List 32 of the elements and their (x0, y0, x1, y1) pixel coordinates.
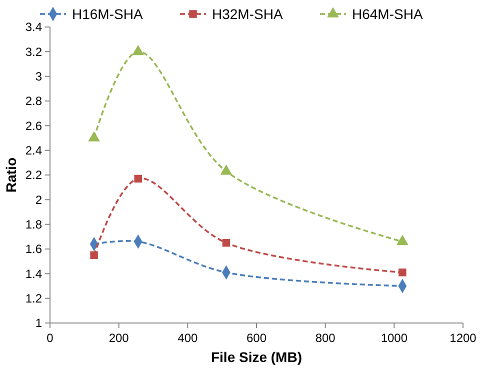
y-tick-label: 2 (35, 192, 42, 207)
point (88, 131, 100, 142)
point (220, 164, 232, 175)
point (90, 251, 98, 260)
x-axis-title: File Size (MB) (210, 349, 302, 365)
x-tick-label: 600 (246, 331, 267, 345)
y-tick-label: 1 (35, 316, 42, 330)
y-tick-label: 2.6 (25, 118, 42, 133)
y-tick-label: 3.4 (25, 20, 42, 34)
y-tick-label: 1.6 (25, 242, 42, 256)
x-tick-label: 0 (46, 331, 54, 345)
point (222, 238, 230, 247)
y-tick-label: 2.4 (25, 144, 42, 158)
legend-label: H64M-SHA (352, 6, 424, 22)
y-axis-title: Ratio (3, 158, 19, 192)
x-tick-label: 400 (178, 331, 198, 345)
point (132, 44, 144, 56)
point (398, 268, 406, 276)
legend-label: H16M-SHA (72, 6, 144, 22)
x-tick-label: 1000 (380, 331, 408, 345)
x-tick-label: 200 (108, 331, 130, 345)
y-tick-label: 1.8 (25, 218, 42, 232)
y-tick-label: 2.2 (25, 168, 42, 182)
point (134, 174, 142, 183)
legend-label: H32M-SHA (212, 6, 284, 22)
y-tick-label: 3 (35, 70, 42, 84)
y-tick-label: 1.4 (25, 266, 42, 281)
x-tick-label: 800 (315, 331, 336, 345)
y-tick-label: 1.2 (25, 292, 42, 306)
y-tick-label: 2.8 (25, 94, 42, 108)
y-tick-label: 3.2 (25, 44, 42, 59)
x-tick-label: 1200 (450, 331, 477, 345)
